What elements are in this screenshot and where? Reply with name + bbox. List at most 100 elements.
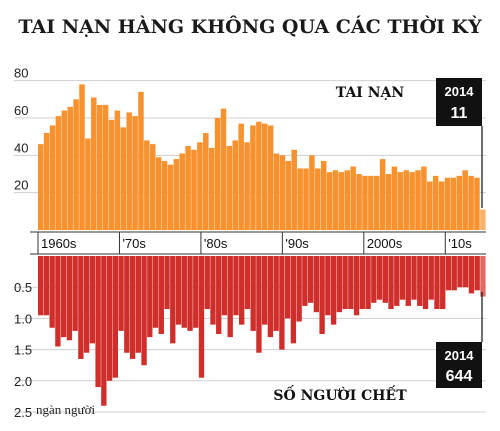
- accident-bar: [191, 149, 197, 230]
- accident-bar: [438, 181, 445, 230]
- accident-bar: [421, 166, 427, 230]
- accident-bar: [108, 119, 115, 230]
- death-bar: [382, 256, 388, 303]
- accident-bar: [344, 170, 351, 230]
- death-bar: [267, 256, 274, 338]
- accident-bar: [73, 99, 79, 230]
- death-bar: [336, 256, 343, 313]
- death-bar: [83, 256, 90, 353]
- deaths-2014-callout: 2014 644: [436, 292, 483, 388]
- accident-bar: [161, 160, 168, 230]
- accident-bar: [79, 84, 85, 231]
- death-bar: [279, 256, 285, 350]
- top-y-ticks: 20 40 60 80: [14, 66, 28, 193]
- accident-bar: [415, 170, 421, 230]
- bottom-y-tick-label: 2.0: [14, 374, 32, 389]
- death-bar: [388, 256, 394, 310]
- accident-bar: [150, 144, 156, 230]
- accident-bar: [379, 159, 386, 230]
- death-bar: [147, 256, 153, 338]
- death-bar: [38, 256, 44, 316]
- death-bar: [302, 256, 308, 306]
- accident-bar: [38, 144, 44, 230]
- accident-bar: [120, 127, 127, 230]
- accident-bar: [144, 140, 150, 230]
- death-bar: [353, 256, 360, 316]
- accident-bar: [303, 168, 309, 230]
- bottom-y-tick-label: 0.5: [14, 280, 32, 295]
- accident-bar: [49, 125, 56, 230]
- accident-bar: [273, 153, 280, 230]
- death-bar: [290, 256, 297, 344]
- death-bar: [193, 256, 199, 328]
- accident-bar: [262, 123, 268, 230]
- death-bar: [210, 256, 216, 325]
- death-bar: [181, 256, 187, 328]
- decade-label: '90s: [285, 236, 309, 251]
- death-bar: [440, 256, 446, 310]
- death-bar: [417, 256, 423, 306]
- accident-bar: [61, 110, 68, 230]
- bottom-y-tick-label: 1.5: [14, 343, 32, 358]
- top-y-tick-label: 20: [14, 178, 28, 193]
- death-bar: [129, 256, 136, 359]
- accident-bar: [244, 142, 250, 230]
- deaths-series-label: SỐ NGƯỜI CHẾT: [273, 384, 407, 404]
- accident-bar: [279, 155, 286, 230]
- death-bar: [273, 256, 279, 331]
- death-bar: [101, 256, 107, 406]
- accident-bar: [427, 181, 433, 230]
- top-y-tick-label: 80: [14, 66, 28, 81]
- top-y-tick-label: 40: [14, 140, 28, 155]
- death-bar: [342, 256, 348, 310]
- decade-label: 1960s: [41, 236, 77, 251]
- accident-bar: [480, 209, 486, 230]
- death-bar: [227, 256, 233, 338]
- death-bar: [262, 256, 268, 325]
- accident-bar: [138, 91, 144, 230]
- accident-bar: [167, 164, 174, 230]
- death-bar: [256, 256, 262, 353]
- death-bar: [474, 256, 480, 291]
- death-bars: [38, 256, 486, 406]
- accidents-series-label: TAI NẠN: [336, 85, 405, 101]
- accident-bar: [456, 175, 463, 230]
- death-bar: [198, 256, 205, 378]
- death-bar: [365, 256, 371, 310]
- deaths-callout-value: 644: [446, 368, 473, 385]
- death-bar: [422, 256, 429, 310]
- accident-bar: [362, 175, 368, 230]
- accident-bar: [309, 155, 315, 230]
- accident-bar: [67, 106, 73, 230]
- accident-bar: [203, 132, 209, 230]
- death-bar: [244, 256, 251, 310]
- accident-bar: [444, 177, 451, 230]
- decade-label: '80s: [204, 236, 228, 251]
- accident-bar: [468, 175, 474, 230]
- accident-bar: [320, 160, 327, 230]
- death-bar: [480, 256, 486, 297]
- accident-bars: [38, 84, 486, 231]
- accident-bar: [350, 166, 356, 230]
- accident-bar: [238, 123, 244, 230]
- accident-bar: [173, 159, 180, 230]
- death-bar: [463, 256, 469, 288]
- death-bar: [164, 256, 170, 310]
- top-gridlines: [14, 80, 486, 194]
- death-bar: [221, 256, 228, 316]
- death-bar: [376, 256, 383, 300]
- death-bar: [55, 256, 61, 347]
- death-bar: [60, 256, 67, 338]
- death-bar: [233, 256, 239, 316]
- death-bar: [89, 256, 96, 344]
- accident-bar: [326, 172, 333, 230]
- accident-bar: [368, 175, 374, 230]
- accident-bar: [185, 146, 191, 230]
- death-bar: [296, 256, 302, 322]
- bottom-y-ticks: 0.5 1.0 1.5 2.0 2.5: [14, 280, 32, 420]
- death-bar: [43, 256, 50, 316]
- accident-bar: [332, 170, 339, 230]
- death-bar: [371, 256, 377, 303]
- death-bar: [239, 256, 245, 325]
- accident-bar: [462, 170, 468, 230]
